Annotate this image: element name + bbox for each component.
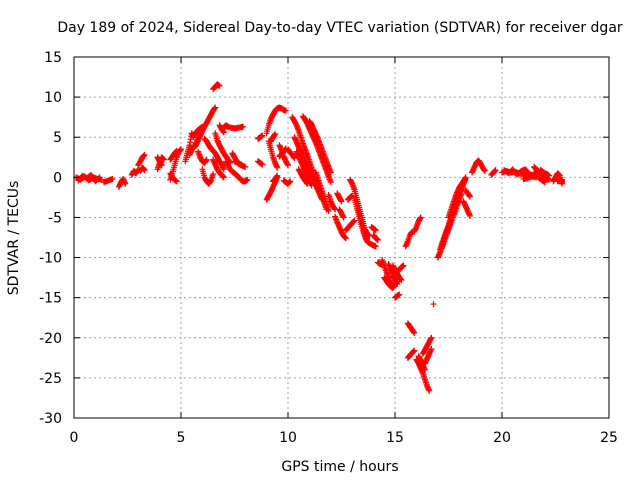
data-point — [325, 208, 332, 215]
data-point — [340, 214, 347, 221]
data-point — [541, 179, 548, 186]
data-point — [428, 334, 435, 341]
data-point — [304, 180, 311, 187]
data-point — [338, 198, 345, 205]
data-point — [430, 301, 437, 308]
y-tick-label: 15 — [44, 50, 62, 66]
data-point — [259, 132, 266, 139]
data-point — [173, 147, 180, 154]
data-point — [327, 169, 334, 176]
data-point — [327, 179, 334, 186]
data-point — [364, 236, 371, 243]
data-point — [462, 174, 469, 181]
data-point — [554, 178, 561, 185]
data-point — [287, 178, 294, 185]
data-point — [372, 227, 379, 234]
data-point — [199, 123, 206, 130]
y-tick-label: 5 — [53, 130, 62, 146]
y-tick-label: 10 — [44, 90, 62, 106]
data-point — [394, 281, 401, 288]
data-point — [342, 235, 349, 242]
data-points — [73, 81, 565, 394]
data-point — [259, 161, 266, 168]
data-point — [421, 366, 428, 373]
y-tick-label: -20 — [39, 331, 62, 347]
data-point — [466, 193, 473, 200]
data-point — [158, 162, 165, 169]
data-point — [351, 217, 358, 224]
data-point — [285, 162, 291, 169]
data-point — [122, 180, 129, 187]
data-point — [216, 82, 223, 89]
data-point — [220, 174, 227, 181]
y-tick-label: -10 — [39, 251, 62, 267]
plot-frame — [73, 56, 610, 419]
y-tick-label: -5 — [48, 210, 62, 226]
data-point — [274, 164, 281, 171]
data-point — [411, 347, 418, 354]
data-point — [197, 131, 204, 138]
x-tick-label: 10 — [279, 430, 297, 446]
y-tick-label: -15 — [39, 291, 62, 307]
y-axis-label: SDTVAR / TECUs — [6, 181, 22, 296]
data-point — [95, 175, 102, 182]
data-point — [282, 107, 289, 114]
data-point — [374, 236, 381, 243]
data-point — [141, 151, 148, 158]
data-point — [242, 163, 249, 170]
data-point — [173, 178, 180, 185]
data-point — [220, 166, 227, 173]
x-tick-label: 0 — [70, 430, 79, 446]
data-point — [240, 123, 247, 130]
chart-title: Day 189 of 2024, Sidereal Day-to-day VTE… — [57, 20, 623, 36]
data-point — [96, 174, 103, 181]
data-point — [160, 156, 167, 163]
y-tick-label: 0 — [53, 170, 62, 186]
axis-ticks — [73, 56, 610, 419]
data-point — [141, 167, 148, 174]
data-point — [210, 171, 217, 178]
y-tick-label: -30 — [39, 411, 62, 427]
data-point — [411, 329, 418, 336]
data-point — [546, 172, 553, 179]
data-point — [178, 146, 184, 153]
data-point — [272, 131, 279, 138]
data-point — [492, 167, 499, 174]
tick-labels: 0 5 10 15 20 25 -30 -25 -20 -15 -10 -5 0 5 10 15 — [39, 50, 618, 446]
data-point — [396, 291, 403, 298]
data-point — [372, 243, 379, 250]
x-tick-label: 20 — [493, 430, 511, 446]
data-point — [203, 156, 210, 163]
data-point — [428, 346, 435, 353]
data-point — [274, 172, 281, 179]
data-point — [481, 167, 488, 174]
data-point — [212, 104, 219, 111]
grid-lines — [74, 57, 609, 418]
data-point — [400, 262, 407, 269]
x-tick-label: 5 — [177, 430, 186, 446]
data-point — [308, 182, 315, 189]
data-point — [466, 212, 473, 219]
data-point — [417, 214, 424, 221]
data-point — [426, 387, 433, 394]
x-tick-label: 25 — [600, 430, 618, 446]
x-tick-label: 15 — [386, 430, 404, 446]
data-point — [109, 175, 116, 182]
data-point — [398, 277, 405, 284]
x-axis-label: GPS time / hours — [281, 459, 398, 475]
data-point — [244, 176, 251, 183]
y-tick-label: -25 — [39, 371, 62, 387]
